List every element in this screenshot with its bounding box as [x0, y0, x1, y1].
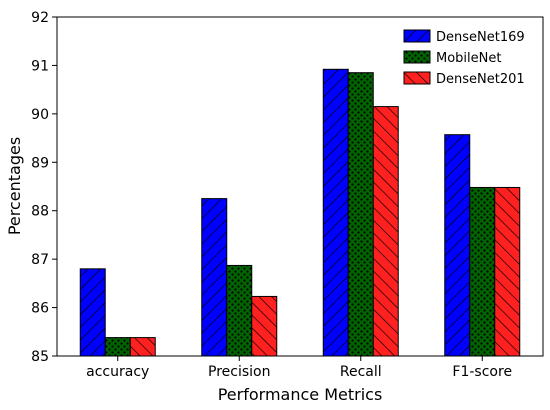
legend-label-densenet169: DenseNet169	[436, 30, 525, 45]
y-axis-title: Percentages	[5, 137, 24, 235]
bars-group	[79, 68, 521, 357]
y-tick-label: 88	[31, 204, 49, 220]
y-tick-label: 92	[31, 10, 49, 26]
bar-densenet169-accuracy	[79, 268, 106, 357]
bar-densenet201-f1-score	[494, 186, 521, 357]
bar-mobilenet-accuracy	[104, 337, 131, 357]
y-tick-label: 85	[31, 349, 49, 365]
y-tick-label: 91	[31, 58, 49, 74]
legend-label-mobilenet: MobileNet	[436, 51, 501, 66]
legend-swatch-densenet169	[403, 29, 431, 43]
legend: DenseNet169 MobileNet DenseNet201	[403, 29, 525, 87]
bar-densenet169-recall	[322, 68, 349, 357]
y-tick-label: 89	[31, 155, 49, 171]
bar-densenet201-accuracy	[129, 337, 156, 357]
y-tick-label: 87	[31, 252, 49, 268]
y-axis: 85 86 87 88 89 90 91 92	[31, 10, 57, 365]
legend-swatch-densenet201	[403, 71, 431, 85]
y-tick-label: 90	[31, 107, 49, 123]
legend-swatch-mobilenet	[403, 50, 431, 64]
x-tick-label: Precision	[208, 364, 270, 380]
bar-densenet201-precision	[251, 295, 278, 357]
bar-mobilenet-f1-score	[469, 186, 496, 357]
bar-mobilenet-precision	[226, 264, 253, 357]
plot-frame	[56, 16, 544, 357]
x-tick-label: accuracy	[86, 364, 149, 380]
bar-densenet169-precision	[201, 198, 228, 357]
y-tick-label: 86	[31, 301, 49, 317]
legend-label-densenet201: DenseNet201	[436, 72, 525, 87]
bar-densenet169-f1-score	[444, 134, 471, 357]
x-tick-label: F1-score	[452, 364, 512, 380]
x-tick-label: Recall	[340, 364, 382, 380]
x-axis-title: Performance Metrics	[218, 385, 383, 404]
x-axis: accuracy Precision Recall F1-score	[86, 356, 512, 380]
bar-densenet201-recall	[372, 106, 399, 357]
bar-mobilenet-recall	[347, 72, 374, 357]
